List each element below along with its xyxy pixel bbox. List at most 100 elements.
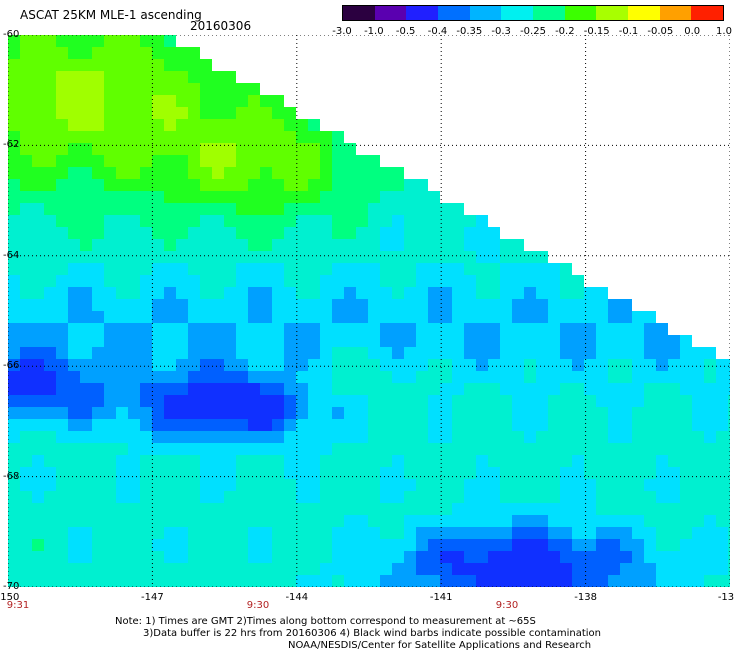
wind-field-cell: [188, 239, 200, 251]
wind-field-cell: [608, 419, 620, 431]
wind-field-cell: [356, 383, 368, 395]
longitude-label: -13: [717, 592, 735, 603]
wind-field-cell: [200, 311, 212, 323]
wind-field-cell: [320, 527, 332, 539]
wind-field-cell: [32, 407, 44, 419]
wind-field-cell: [608, 479, 620, 491]
wind-field-cell: [128, 419, 140, 431]
wind-field-cell: [272, 287, 284, 299]
wind-field-cell: [248, 299, 260, 311]
wind-field-cell: [368, 539, 380, 551]
wind-field-cell: [176, 479, 188, 491]
wind-field-cell: [176, 311, 188, 323]
wind-field-cell: [368, 275, 380, 287]
wind-field-cell: [176, 215, 188, 227]
wind-field-cell: [284, 275, 296, 287]
wind-field-cell: [692, 419, 704, 431]
wind-field-cell: [272, 491, 284, 503]
wind-field-cell: [524, 563, 536, 575]
wind-field-cell: [536, 359, 548, 371]
wind-field-cell: [212, 71, 224, 83]
wind-field-cell: [8, 563, 20, 575]
wind-field-cell: [404, 443, 416, 455]
wind-field-cell: [272, 479, 284, 491]
wind-field-cell: [320, 335, 332, 347]
wind-field-cell: [212, 575, 224, 587]
wind-field-cell: [428, 431, 440, 443]
wind-field-cell: [440, 359, 452, 371]
wind-field-cell: [224, 215, 236, 227]
wind-field-cell: [188, 203, 200, 215]
wind-field-cell: [344, 527, 356, 539]
wind-field-cell: [716, 359, 728, 371]
wind-field-cell: [608, 371, 620, 383]
wind-field-cell: [548, 551, 560, 563]
wind-field-cell: [332, 443, 344, 455]
wind-field-cell: [20, 47, 32, 59]
wind-field-cell: [152, 527, 164, 539]
wind-field-cell: [44, 335, 56, 347]
wind-field-cell: [200, 191, 212, 203]
wind-field-cell: [548, 431, 560, 443]
wind-field-cell: [320, 575, 332, 587]
wind-field-cell: [176, 275, 188, 287]
wind-field-cell: [260, 203, 272, 215]
wind-field-cell: [272, 323, 284, 335]
wind-field-cell: [164, 239, 176, 251]
wind-field-cell: [260, 371, 272, 383]
wind-field-cell: [572, 527, 584, 539]
wind-field-cell: [272, 191, 284, 203]
wind-field-cell: [572, 551, 584, 563]
wind-field-cell: [680, 419, 692, 431]
wind-field-cell: [524, 467, 536, 479]
wind-field-cell: [164, 71, 176, 83]
wind-field-cell: [548, 455, 560, 467]
wind-field-cell: [284, 119, 296, 131]
wind-field-cell: [80, 311, 92, 323]
wind-field-cell: [344, 191, 356, 203]
wind-field-cell: [128, 311, 140, 323]
wind-field-cell: [236, 275, 248, 287]
wind-field-cell: [548, 311, 560, 323]
wind-field-cell: [404, 203, 416, 215]
wind-field-cell: [44, 35, 56, 47]
wind-field-cell: [692, 575, 704, 587]
wind-field-cell: [440, 263, 452, 275]
wind-field-cell: [140, 335, 152, 347]
wind-field-cell: [608, 551, 620, 563]
wind-field-cell: [584, 299, 596, 311]
wind-field-cell: [404, 239, 416, 251]
wind-field-cell: [308, 479, 320, 491]
wind-field-cell: [728, 551, 730, 563]
wind-field-cell: [92, 407, 104, 419]
wind-field-cell: [80, 203, 92, 215]
wind-field-cell: [152, 287, 164, 299]
wind-field-cell: [332, 239, 344, 251]
wind-field-cell: [464, 275, 476, 287]
wind-field-cell: [392, 251, 404, 263]
wind-field-cell: [224, 503, 236, 515]
wind-field-cell: [452, 515, 464, 527]
wind-field-cell: [200, 287, 212, 299]
wind-field-cell: [536, 395, 548, 407]
wind-field-cell: [284, 299, 296, 311]
wind-field-cell: [104, 323, 116, 335]
wind-field-cell: [8, 395, 20, 407]
wind-field-cell: [572, 515, 584, 527]
wind-field-cell: [344, 551, 356, 563]
wind-field-cell: [80, 515, 92, 527]
wind-field-cell: [104, 203, 116, 215]
wind-field-cell: [404, 491, 416, 503]
wind-field-cell: [236, 323, 248, 335]
wind-field-cell: [212, 419, 224, 431]
wind-field-cell: [296, 203, 308, 215]
wind-field-cell: [92, 83, 104, 95]
wind-field-cell: [152, 83, 164, 95]
wind-field-cell: [620, 503, 632, 515]
wind-field-cell: [308, 143, 320, 155]
wind-field-cell: [200, 107, 212, 119]
wind-field-cell: [164, 275, 176, 287]
wind-field-cell: [608, 299, 620, 311]
wind-field-cell: [56, 107, 68, 119]
wind-field-cell: [308, 239, 320, 251]
